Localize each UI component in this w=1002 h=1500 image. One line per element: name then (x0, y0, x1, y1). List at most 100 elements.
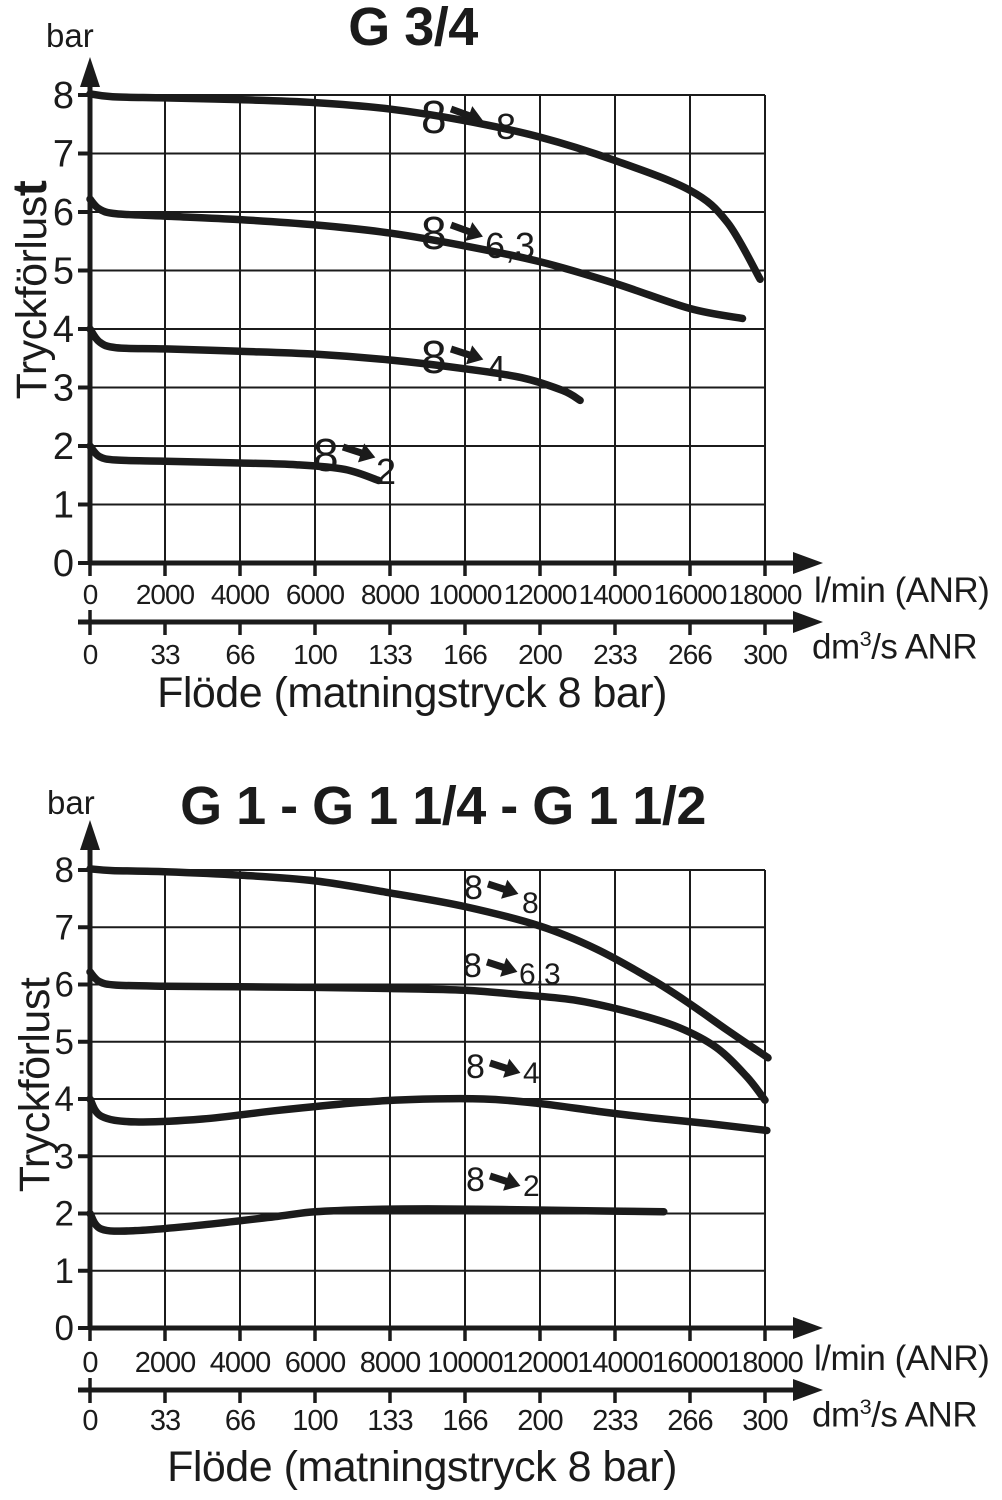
x-axis1-tick-label: 14000 (579, 579, 652, 610)
chart1-x-axis-title: Flöde (matningstryck 8 bar) (157, 669, 667, 717)
y-tick-label: 8 (55, 851, 74, 890)
x-axis1-arrow-icon (793, 552, 823, 574)
curve-label-from: 8 (313, 429, 339, 481)
chart2-dm3s-pre: dm (812, 1395, 860, 1435)
curve-label-arrow-icon (488, 1058, 521, 1078)
x-axis2-tick-label: 200 (518, 639, 562, 670)
y-tick-label: 6 (53, 192, 74, 234)
chart1-unit-lmin-label: l/min (ANR) (814, 571, 990, 610)
y-tick-label: 7 (53, 134, 74, 176)
curve-label-to: 2 (523, 1170, 540, 1203)
curve-label-from: 8 (466, 1048, 485, 1086)
y-tick-label: 3 (53, 368, 74, 410)
y-tick-label: 4 (53, 309, 74, 351)
x-axis2-tick-label: 133 (368, 639, 412, 670)
curve-label-arrow-icon (449, 345, 484, 365)
curve-label-arrow-icon (449, 221, 483, 241)
chart1-dm3s-post: /s ANR (871, 627, 978, 667)
curve-label-to: 8 (522, 887, 539, 920)
curve-8-to-6_3 (86, 195, 747, 323)
x-axis2-tick-label: 233 (592, 1405, 637, 1437)
x-axis2-tick-label: 0 (82, 1405, 97, 1437)
curve-label-to: 4 (523, 1057, 540, 1090)
curve-label-from: 8 (464, 869, 483, 907)
x-axis1-tick-label: 14000 (577, 1347, 653, 1379)
x-axis1-tick-label: 16000 (654, 579, 727, 610)
x-axis2-tick-label: 100 (293, 639, 337, 670)
chart2-dm3s-sup: 3 (859, 1394, 872, 1419)
x-axis1-tick-label: 6000 (286, 579, 345, 610)
chart1-dm3s-sup: 3 (859, 626, 872, 651)
x-axis1-tick-label: 4000 (211, 579, 270, 610)
curve-label-from: 8 (421, 91, 447, 143)
curve-label-arrow-icon (488, 1171, 521, 1191)
curve-label-to: 4 (486, 348, 506, 389)
x-axis2-tick-label: 300 (742, 1405, 787, 1437)
chart2-x-axis-title: Flöde (matningstryck 8 bar) (167, 1443, 677, 1491)
x-axis2-arrow-icon (793, 611, 823, 633)
y-tick-label: 5 (55, 1023, 74, 1062)
curve-label-from: 8 (463, 947, 482, 985)
curve-label-arrow-icon (449, 105, 483, 125)
x-axis2-tick-label: 33 (150, 639, 180, 670)
chart2-unit-lmin-label: l/min (ANR) (814, 1339, 990, 1378)
curve-8-to-6_3 (86, 968, 769, 1104)
chart2-title: G 1 - G 1 1/4 - G 1 1/2 (180, 776, 706, 836)
chart2-ylabel-main: Tryckförlust (11, 977, 59, 1193)
x-axis2-tick-label: 166 (443, 639, 487, 670)
chart1-ylabel-main: Tryckförlus (8, 196, 56, 400)
y-axis-arrow-icon (80, 57, 100, 87)
x-axis1-tick-label: 18000 (727, 1347, 803, 1379)
curve-8-to-2 (86, 1205, 668, 1235)
x-axis1-tick-label: 2000 (135, 1347, 196, 1379)
x-axis1-tick-label: 4000 (210, 1347, 271, 1379)
y-tick-label: 1 (53, 485, 74, 527)
x-axis1-tick-label: 6000 (285, 1347, 346, 1379)
x-axis2-arrow-icon (793, 1379, 823, 1401)
x-axis1-tick-label: 0 (82, 1347, 97, 1379)
curve-label-from: 8 (466, 1161, 485, 1199)
chart1-title: G 3/4 (348, 0, 478, 57)
x-axis2-tick-label: 66 (225, 1405, 255, 1437)
x-axis1-tick-label: 0 (83, 579, 98, 610)
curve-8-to-8 (86, 865, 772, 1062)
x-axis1-tick-label: 16000 (652, 1347, 728, 1379)
curve-8-to-4 (86, 325, 584, 405)
y-tick-label: 0 (55, 1309, 74, 1348)
x-axis2-tick-label: 266 (668, 639, 712, 670)
y-tick-label: 2 (55, 1195, 74, 1234)
chart2-unit-dm3s-label: dm3/s ANR (812, 1394, 978, 1435)
x-axis1-tick-label: 8000 (360, 1347, 421, 1379)
x-axis1-tick-label: 10000 (427, 1347, 503, 1379)
x-axis2-tick-label: 100 (292, 1405, 337, 1437)
y-axis-arrow-icon (80, 820, 100, 850)
y-tick-label: 8 (53, 75, 74, 117)
y-tick-label: 3 (55, 1137, 74, 1176)
chart1-unit-dm3s-label: dm3/s ANR (812, 626, 978, 667)
x-axis2-tick-label: 66 (225, 639, 255, 670)
y-tick-label: 0 (53, 543, 74, 585)
curve-label-from: 8 (421, 207, 447, 259)
curve-label-arrow-icon (341, 443, 376, 463)
x-axis2-tick-label: 266 (667, 1405, 712, 1437)
x-axis1-tick-label: 18000 (729, 579, 802, 610)
chart2-y-unit-label: bar (47, 784, 95, 821)
chart1-y-unit-label: bar (46, 17, 94, 54)
curve-label-to: 2 (376, 451, 396, 492)
y-tick-label: 1 (55, 1252, 74, 1291)
curve-label-to: 8 (496, 106, 516, 147)
x-axis1-tick-label: 12000 (504, 579, 577, 610)
chart2-dm3s-post: /s ANR (871, 1395, 978, 1435)
curve-label-8-to-6_3: 8 6,3 (421, 207, 535, 266)
y-tick-label: 5 (53, 251, 74, 293)
